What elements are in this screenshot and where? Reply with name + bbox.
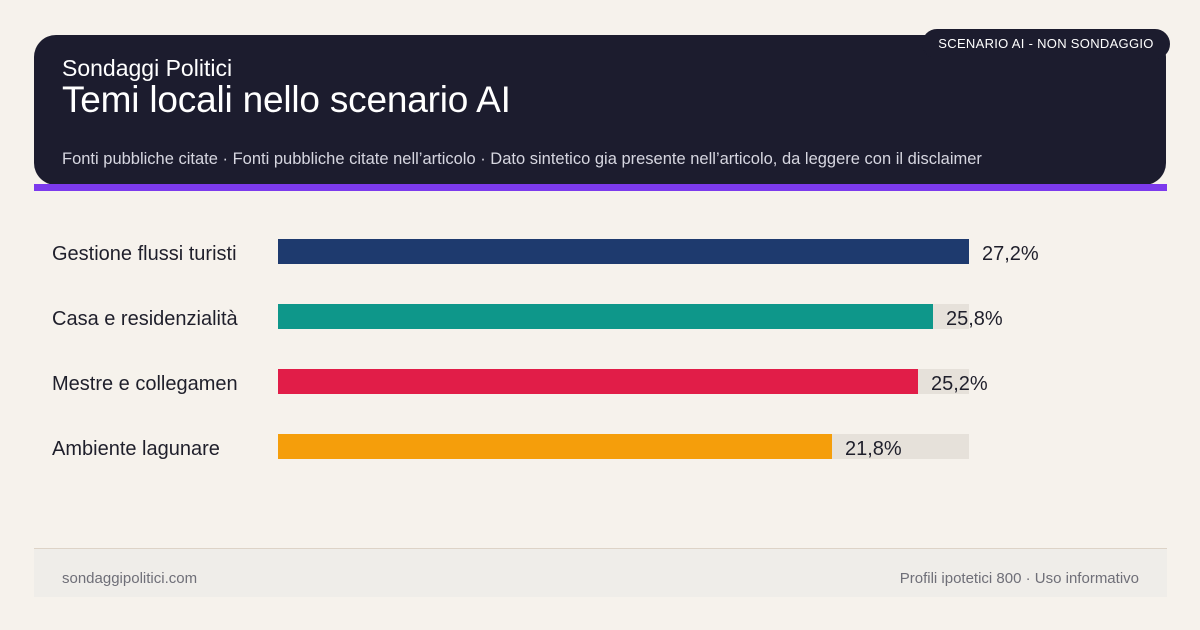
header-panel: [34, 35, 1166, 185]
footer-bar: [34, 548, 1167, 597]
bar-track: [278, 239, 969, 264]
chart-row: Mestre e collegamen 25,2%: [0, 369, 1200, 409]
bar: [278, 434, 832, 459]
category-label: Casa e residenzialità: [52, 308, 238, 330]
bar: [278, 304, 933, 329]
scenario-badge: SCENARIO AI - NON SONDAGGIO: [922, 29, 1170, 59]
value-label: 21,8%: [845, 438, 902, 460]
sources-subtitle: Fonti pubbliche citate · Fonti pubbliche…: [62, 150, 982, 168]
header-accent-stripe: [34, 184, 1167, 191]
page-title: Temi locali nello scenario AI: [62, 79, 511, 120]
category-label: Mestre e collegamen: [52, 373, 238, 395]
brand-name: Sondaggi Politici: [62, 55, 233, 81]
bar-track: [278, 369, 969, 394]
footer-site-link[interactable]: sondaggipolitici.com: [62, 570, 198, 587]
value-label: 27,2%: [982, 243, 1039, 265]
bar-track: [278, 434, 969, 459]
bar: [278, 239, 969, 264]
chart-row: Ambiente lagunare 21,8%: [0, 434, 1200, 474]
category-label: Gestione flussi turisti: [52, 243, 237, 265]
bar: [278, 369, 918, 394]
footer-note: Profili ipotetici 800 · Uso informativo: [899, 570, 1139, 587]
bar-track: [278, 304, 969, 329]
chart-row: Casa e residenzialità 25,8%: [0, 304, 1200, 344]
value-label: 25,2%: [931, 373, 988, 395]
value-label: 25,8%: [946, 308, 1003, 330]
chart-row: Gestione flussi turisti 27,2%: [0, 239, 1200, 279]
category-label: Ambiente lagunare: [52, 438, 220, 460]
